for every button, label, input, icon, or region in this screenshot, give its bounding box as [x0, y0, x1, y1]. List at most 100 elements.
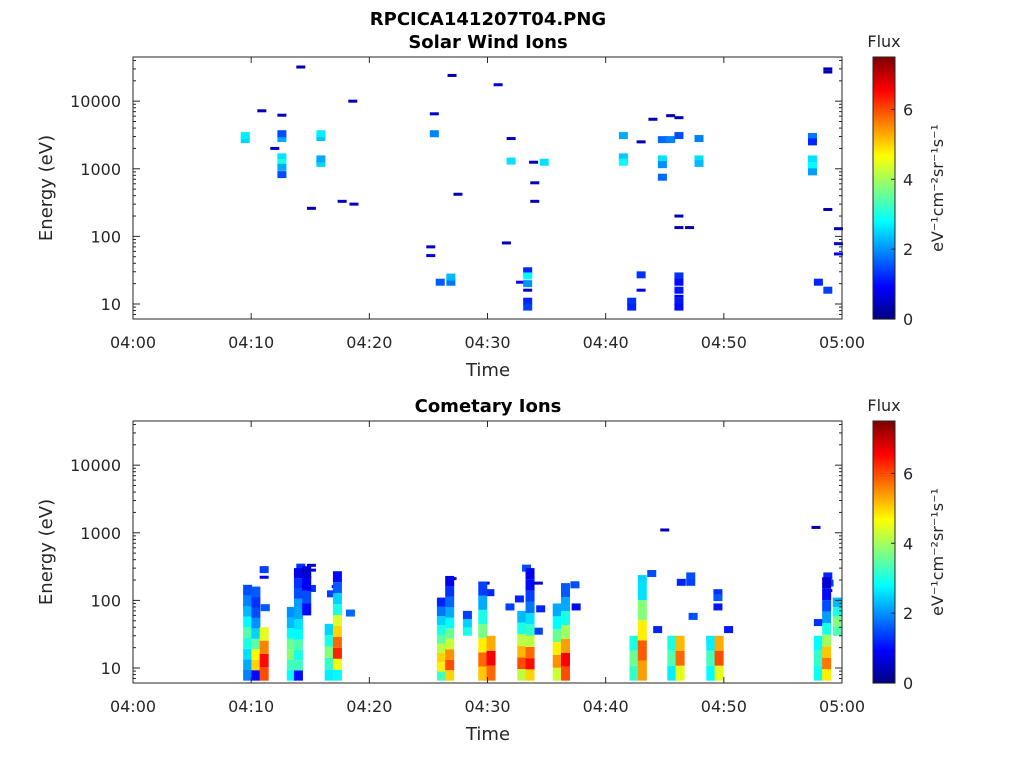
heatmap-cell	[445, 586, 455, 597]
heatmap-cell	[270, 146, 280, 150]
heatmap-cell	[823, 67, 833, 71]
heatmap-cell	[667, 635, 677, 651]
colorbar-segment	[873, 229, 895, 233]
heatmap-cell	[286, 606, 296, 618]
heatmap-cell	[501, 241, 511, 245]
heatmap-cell	[478, 595, 488, 610]
heatmap-cell	[286, 659, 296, 671]
heatmap-cell	[306, 563, 316, 567]
colorbar-segment	[873, 262, 895, 266]
heatmap-cell	[552, 667, 562, 681]
colorbar-segment	[873, 155, 895, 159]
colorbar-segment	[873, 279, 895, 283]
x-tick-label: 04:00	[110, 697, 156, 716]
heatmap-cell	[293, 660, 303, 671]
colorbar-segment	[873, 423, 895, 426]
colorbar-segment	[873, 238, 895, 241]
x-tick-label: 04:40	[583, 697, 629, 716]
heatmap-cell	[277, 158, 287, 166]
colorbar-segment	[873, 425, 895, 429]
heatmap-cell	[686, 578, 696, 586]
colorbar-segment	[873, 451, 895, 455]
heatmap-cell	[833, 242, 843, 246]
heatmap-cell	[823, 286, 833, 294]
colorbar-segment	[873, 264, 895, 268]
y-tick-label: 100	[90, 591, 121, 610]
heatmap-cell	[618, 132, 628, 140]
heatmap-cell	[674, 294, 684, 298]
colorbar-segment	[873, 268, 895, 272]
colorbar-segment	[873, 469, 895, 472]
colorbar-segment	[873, 589, 895, 592]
heatmap-cell	[552, 654, 562, 668]
colorbar-segment	[873, 135, 895, 139]
heatmap-cell	[306, 568, 316, 572]
heatmap-cell	[523, 297, 533, 305]
heatmap-cell	[523, 267, 533, 275]
colorbar-segment	[873, 626, 895, 630]
heatmap-cell	[436, 662, 446, 672]
colorbar-segment	[873, 667, 895, 671]
heatmap-cell	[674, 214, 684, 218]
colorbar-segment	[873, 78, 895, 82]
colorbar-segment	[873, 150, 895, 154]
heatmap-cell	[570, 581, 580, 589]
colorbar-segment	[873, 168, 895, 172]
solar-wind-colorbar-label: Flux	[867, 32, 900, 51]
heatmap-cell	[337, 199, 347, 203]
colorbar-segment	[873, 582, 895, 586]
colorbar-segment	[873, 648, 895, 651]
colorbar-segment	[873, 536, 895, 540]
heatmap-cell	[685, 226, 695, 230]
colorbar-segment	[873, 196, 895, 200]
colorbar-segment	[873, 113, 895, 117]
colorbar-segment	[873, 431, 895, 435]
heatmap-cell	[657, 173, 667, 181]
heatmap-cell	[260, 604, 270, 612]
colorbar-tick-label: 0	[903, 310, 913, 329]
heatmap-cell	[348, 99, 358, 103]
heatmap-cell	[627, 297, 637, 305]
colorbar-segment	[873, 65, 895, 69]
heatmap-cell	[243, 638, 253, 649]
colorbar-segment	[873, 87, 895, 91]
heatmap-cell	[293, 578, 303, 589]
heatmap-cell	[517, 669, 527, 681]
heatmap-cell	[637, 600, 647, 621]
colorbar-segment	[873, 547, 895, 551]
heatmap-cell	[552, 629, 562, 643]
colorbar-segment	[873, 225, 895, 228]
colorbar-segment	[873, 455, 895, 459]
heatmap-cell	[426, 254, 436, 258]
colorbar-segment	[873, 292, 895, 296]
colorbar-segment	[873, 59, 895, 62]
colorbar-segment	[873, 83, 895, 86]
colorbar-segment	[873, 543, 895, 547]
heatmap-cell	[674, 286, 684, 294]
heatmap-cell	[706, 635, 716, 651]
colorbar-segment	[873, 85, 895, 89]
colorbar-segment	[873, 661, 895, 664]
heatmap-cell	[525, 590, 535, 602]
colorbar-segment	[873, 530, 895, 533]
colorbar-segment	[873, 560, 895, 564]
heatmap-cell	[517, 634, 527, 646]
colorbar-segment	[873, 676, 895, 680]
colorbar-segment	[873, 613, 895, 616]
colorbar-segment	[873, 678, 895, 682]
colorbar-segment	[873, 310, 895, 314]
colorbar-segment	[873, 674, 895, 678]
heatmap-cell	[426, 245, 436, 249]
colorbar-segment	[873, 183, 895, 187]
colorbar-segment	[873, 501, 895, 505]
heatmap-cell	[240, 136, 250, 144]
colorbar-segment	[873, 270, 895, 274]
colorbar-segment	[873, 578, 895, 581]
heatmap-cell	[523, 272, 533, 280]
heatmap-cell	[324, 635, 334, 647]
colorbar-segment	[873, 672, 895, 675]
colorbar-segment	[873, 562, 895, 566]
heatmap-cell	[324, 623, 334, 636]
colorbar-segment	[873, 161, 895, 165]
x-tick-label: 04:20	[346, 697, 392, 716]
